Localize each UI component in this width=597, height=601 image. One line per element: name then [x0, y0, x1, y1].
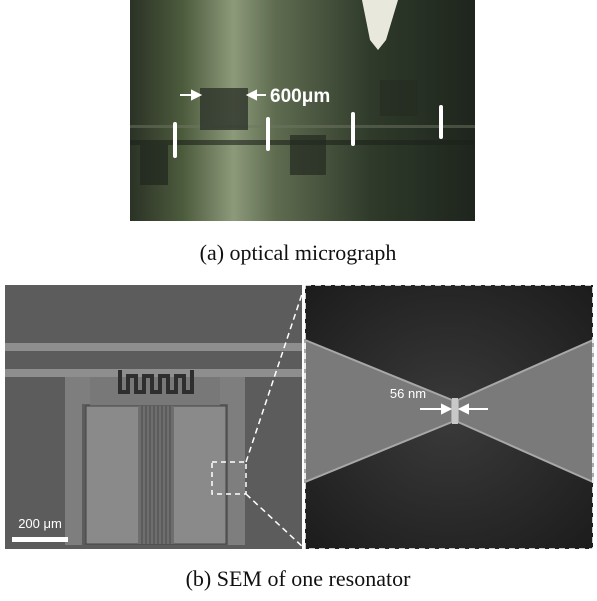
waveguide — [130, 125, 475, 128]
resonator-pad — [140, 145, 168, 185]
scale-bar — [12, 537, 68, 542]
gap-annotation: 56 nm — [390, 386, 426, 401]
resonator-fingers — [138, 406, 174, 544]
caption: (b) SEM of one resonator — [186, 566, 412, 591]
optical-background — [130, 0, 475, 221]
sem-zoom: 56 nm — [305, 285, 593, 549]
scale-label: 200 μm — [18, 516, 62, 531]
page: {"figure_a": {"annotation": "600μm", "ca… — [0, 0, 597, 601]
gap — [452, 398, 458, 424]
resonator-pad — [290, 135, 326, 175]
resonator-pad — [200, 88, 248, 130]
sem-image: 200 μm — [5, 285, 302, 549]
figure: 600μm (a) optical micrograph 200 μm 56 — [0, 0, 597, 601]
waveguide — [5, 343, 302, 351]
width-annotation: 600μm — [270, 86, 330, 107]
caption: (a) optical micrograph — [200, 240, 397, 265]
optical-image: 600μm — [130, 0, 475, 221]
resonator-pad — [380, 80, 418, 116]
